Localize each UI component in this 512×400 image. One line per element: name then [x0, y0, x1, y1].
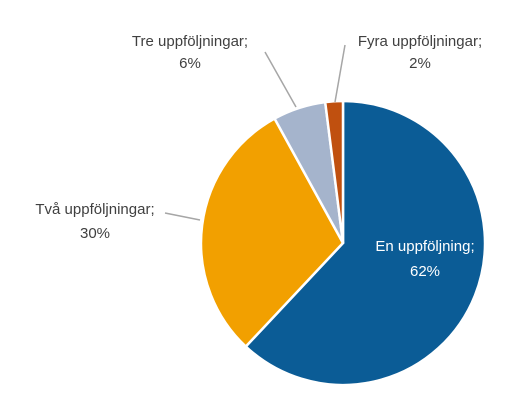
leader-line [264, 51, 297, 108]
slice-label: Tre uppföljningar; [132, 33, 248, 50]
pie-slice [199, 116, 345, 349]
slice-label: En uppföljning; [375, 238, 474, 255]
leader-line [334, 44, 346, 103]
pie-slice [244, 99, 487, 387]
slice-label: Fyra uppföljningar; [358, 33, 482, 50]
slice-value-label: 62% [410, 263, 440, 280]
pie-slice [323, 99, 345, 244]
slice-label: Två uppföljningar; [35, 201, 154, 218]
leader-line [164, 212, 201, 221]
slice-value-label: 30% [80, 225, 110, 242]
slice-value-label: 6% [179, 55, 201, 72]
slice-value-label: 2% [409, 55, 431, 72]
